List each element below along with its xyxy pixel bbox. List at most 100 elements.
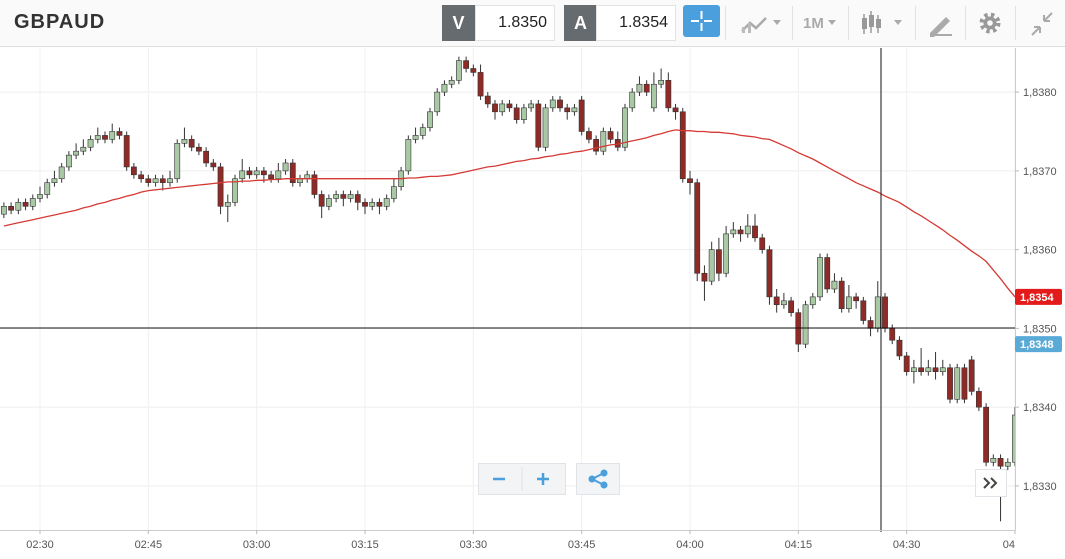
timeframe[interactable]: 1M bbox=[803, 15, 824, 32]
candle-body bbox=[130, 166, 137, 176]
candle-body bbox=[37, 194, 43, 199]
candle-body bbox=[246, 170, 253, 176]
candle-body bbox=[268, 174, 275, 180]
candle-body bbox=[918, 367, 925, 372]
candle-body bbox=[701, 272, 708, 282]
x-tick-label: 04 bbox=[1003, 539, 1015, 551]
bar-icon bbox=[748, 23, 751, 33]
candle-body bbox=[737, 229, 744, 235]
candle-icon bbox=[862, 18, 867, 29]
gear-hole bbox=[987, 20, 993, 26]
candle-body bbox=[694, 182, 701, 274]
candle-body bbox=[687, 178, 693, 183]
candle-body bbox=[983, 406, 990, 463]
x-tick-label: 03:15 bbox=[351, 539, 379, 551]
share-control[interactable] bbox=[576, 463, 620, 495]
candle-body bbox=[643, 83, 650, 93]
price-badge-label: 1,8348 bbox=[1020, 339, 1054, 351]
draw-button[interactable] bbox=[928, 5, 954, 41]
zoom-in[interactable] bbox=[537, 473, 549, 485]
candle-body bbox=[102, 135, 108, 140]
grid bbox=[0, 48, 1016, 530]
separator bbox=[965, 6, 966, 40]
candle-body bbox=[354, 194, 361, 203]
x-tick-label: 04:00 bbox=[676, 539, 704, 551]
x-tick-label: 03:00 bbox=[243, 539, 271, 551]
candle-body bbox=[419, 127, 426, 136]
ask-button[interactable]: A bbox=[564, 5, 597, 41]
candle-body bbox=[513, 107, 520, 120]
candle-body bbox=[520, 107, 527, 120]
candle-body bbox=[87, 139, 94, 148]
candle-body bbox=[434, 91, 441, 113]
candle-body bbox=[195, 146, 202, 152]
price-chart: 1,8330 1,8340 1,8350 1,8360 1,8370 1,8380 02:3… bbox=[0, 48, 1062, 551]
candle-body bbox=[499, 103, 506, 113]
timeframe-dropdown[interactable] bbox=[826, 5, 842, 41]
candle-body bbox=[325, 198, 332, 207]
candle-body bbox=[831, 280, 838, 290]
toolbar: GBPAUD V 1.8350 A 1.8354 1M bbox=[0, 0, 1065, 47]
candle-body bbox=[174, 142, 181, 180]
candle-body bbox=[622, 107, 628, 148]
ask-price: 1.8354 bbox=[596, 5, 676, 41]
settings-button[interactable] bbox=[976, 5, 1004, 41]
candle-body bbox=[535, 103, 542, 148]
candle-body bbox=[477, 72, 484, 97]
candle-body bbox=[448, 79, 455, 85]
separator bbox=[792, 6, 793, 40]
candle-body bbox=[578, 99, 585, 132]
candle-body bbox=[492, 103, 498, 113]
candle-body bbox=[708, 249, 715, 282]
candle-body bbox=[73, 150, 80, 156]
candle-body bbox=[15, 202, 22, 211]
moving-average bbox=[3, 129, 1015, 298]
gear-teeth bbox=[979, 12, 1001, 34]
candle-body bbox=[780, 300, 787, 306]
candle-body bbox=[347, 194, 354, 199]
y-tick-label: 1,8360 bbox=[1023, 245, 1057, 257]
candle-body bbox=[874, 296, 881, 329]
zoom-icons bbox=[493, 467, 549, 491]
chart-type-button[interactable] bbox=[738, 5, 788, 41]
candle-body bbox=[975, 391, 982, 408]
bid-button[interactable]: V bbox=[442, 5, 475, 41]
candle-body bbox=[925, 367, 932, 372]
share-node bbox=[600, 481, 608, 489]
candle-type-button[interactable] bbox=[860, 5, 910, 41]
pencil-icon bbox=[930, 17, 950, 37]
x-tick-label: 02:45 bbox=[135, 539, 163, 551]
candle-body bbox=[730, 229, 737, 235]
button-bg bbox=[683, 5, 720, 37]
y-tick-label: 1,8370 bbox=[1023, 166, 1057, 178]
candle-body bbox=[788, 300, 795, 313]
x-tick-label: 04:30 bbox=[893, 539, 921, 551]
x-tick-label: 03:45 bbox=[568, 539, 596, 551]
candle-body bbox=[549, 99, 556, 109]
candle-body bbox=[455, 60, 462, 81]
dropdown-arrow bbox=[828, 20, 836, 25]
candle-body bbox=[585, 131, 592, 140]
candle-body bbox=[723, 233, 730, 274]
crosshair-icon bbox=[691, 11, 712, 31]
candle-body bbox=[0, 206, 7, 215]
price-badge bbox=[1015, 288, 1062, 305]
scroll-end-button[interactable] bbox=[975, 469, 1007, 497]
candle-body bbox=[650, 83, 657, 109]
candle-body bbox=[679, 111, 686, 180]
separator bbox=[848, 6, 849, 40]
candle-body bbox=[990, 458, 997, 463]
candle-body bbox=[109, 131, 116, 140]
separator bbox=[915, 6, 916, 40]
candle-body bbox=[607, 131, 614, 140]
candle-body bbox=[58, 166, 65, 180]
candle-body bbox=[203, 150, 210, 164]
crosshair-button[interactable] bbox=[683, 5, 720, 41]
price-badge-label: 1,8354 bbox=[1020, 292, 1055, 304]
line-icon bbox=[741, 17, 767, 32]
collapse-button[interactable] bbox=[1028, 5, 1056, 41]
candle-body bbox=[116, 131, 123, 136]
candle-body bbox=[932, 367, 939, 372]
candle-body bbox=[340, 194, 347, 199]
candle-body bbox=[860, 300, 867, 321]
